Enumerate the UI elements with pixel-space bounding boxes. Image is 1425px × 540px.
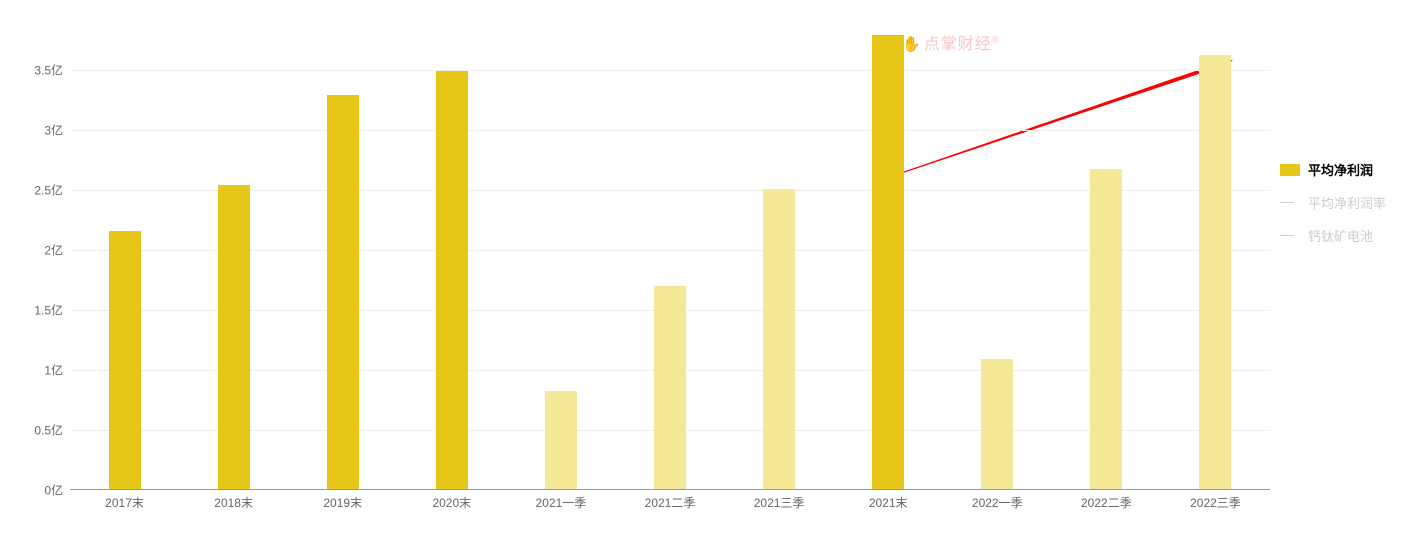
legend-label: 平均净利润率 [1308,193,1386,212]
x-axis-label: 2021二季 [645,494,696,511]
bar[interactable] [436,71,468,489]
y-axis-label: 1亿 [15,362,63,379]
bar[interactable] [1090,169,1122,489]
legend-label: 钙钛矿电池 [1308,226,1373,245]
x-axis-label: 2020末 [432,494,471,511]
legend-swatch-icon [1280,164,1300,176]
trend-arrow-shape [873,59,1232,182]
y-axis-label: 2.5亿 [15,182,63,199]
y-axis-label: 1.5亿 [15,302,63,319]
x-axis-label: 2021末 [869,494,908,511]
watermark-tm: ® [992,35,1000,45]
watermark-hand-icon: ✋ [902,35,922,53]
x-axis-label: 2021三季 [754,494,805,511]
watermark: ✋点掌财经® [902,30,999,54]
bar[interactable] [763,189,795,489]
y-axis-label: 0亿 [15,482,63,499]
gridline [70,130,1270,131]
y-axis-label: 0.5亿 [15,422,63,439]
bar[interactable] [545,391,577,489]
bar[interactable] [872,35,904,489]
y-axis-label: 3.5亿 [15,62,63,79]
y-axis-label: 3亿 [15,122,63,139]
watermark-text: 点掌财经 [924,36,992,53]
bar[interactable] [1199,55,1231,489]
legend-item[interactable]: 平均净利润 [1280,160,1410,179]
legend-swatch-icon [1280,235,1300,237]
x-axis-label: 2017末 [105,494,144,511]
legend: 平均净利润平均净利润率钙钛矿电池 [1280,160,1410,259]
y-axis-label: 2亿 [15,242,63,259]
legend-label: 平均净利润 [1308,160,1373,179]
chart-container: 0亿 0.5亿 1亿 1.5亿 2亿 2.5亿 3亿 3.5亿 2017末 2018末 2019末 2… [15,10,1275,530]
x-axis-label: 2022三季 [1190,494,1241,511]
bar[interactable] [109,231,141,489]
bar[interactable] [327,95,359,489]
x-axis-label: 2022二季 [1081,494,1132,511]
x-axis-label: 2022一季 [972,494,1023,511]
x-axis-label: 2018末 [214,494,253,511]
bar[interactable] [654,286,686,489]
legend-item[interactable]: 平均净利润率 [1280,193,1410,212]
legend-swatch-icon [1280,202,1300,204]
gridline [70,70,1270,71]
legend-item[interactable]: 钙钛矿电池 [1280,226,1410,245]
x-axis-label: 2021一季 [536,494,587,511]
bar[interactable] [218,185,250,489]
bar[interactable] [981,359,1013,489]
x-axis-label: 2019末 [323,494,362,511]
plot-area: 0亿0.5亿1亿1.5亿2亿2.5亿3亿3.5亿2017末2018末2019末2… [70,10,1270,490]
